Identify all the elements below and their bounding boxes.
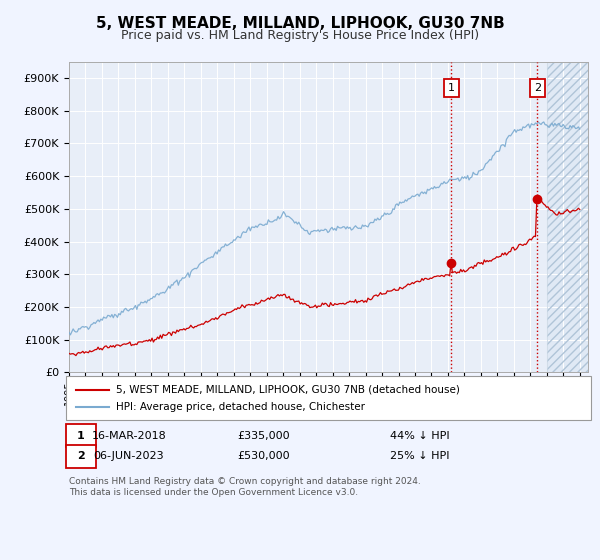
Text: £335,000: £335,000 — [238, 431, 290, 441]
Text: 5, WEST MEADE, MILLAND, LIPHOOK, GU30 7NB (detached house): 5, WEST MEADE, MILLAND, LIPHOOK, GU30 7N… — [116, 385, 460, 395]
Text: 25% ↓ HPI: 25% ↓ HPI — [390, 451, 450, 461]
Text: 16-MAR-2018: 16-MAR-2018 — [92, 431, 166, 441]
Text: Price paid vs. HM Land Registry's House Price Index (HPI): Price paid vs. HM Land Registry's House … — [121, 29, 479, 42]
Text: £530,000: £530,000 — [238, 451, 290, 461]
Text: 2: 2 — [534, 83, 541, 93]
Text: HPI: Average price, detached house, Chichester: HPI: Average price, detached house, Chic… — [116, 402, 365, 412]
Text: 5, WEST MEADE, MILLAND, LIPHOOK, GU30 7NB: 5, WEST MEADE, MILLAND, LIPHOOK, GU30 7N… — [95, 16, 505, 31]
Text: 1: 1 — [77, 431, 85, 441]
Bar — [547, 62, 600, 372]
Text: 06-JUN-2023: 06-JUN-2023 — [94, 451, 164, 461]
Text: Contains HM Land Registry data © Crown copyright and database right 2024.
This d: Contains HM Land Registry data © Crown c… — [69, 477, 421, 497]
Text: 44% ↓ HPI: 44% ↓ HPI — [390, 431, 450, 441]
Text: 1: 1 — [448, 83, 455, 93]
Text: 2: 2 — [77, 451, 85, 461]
